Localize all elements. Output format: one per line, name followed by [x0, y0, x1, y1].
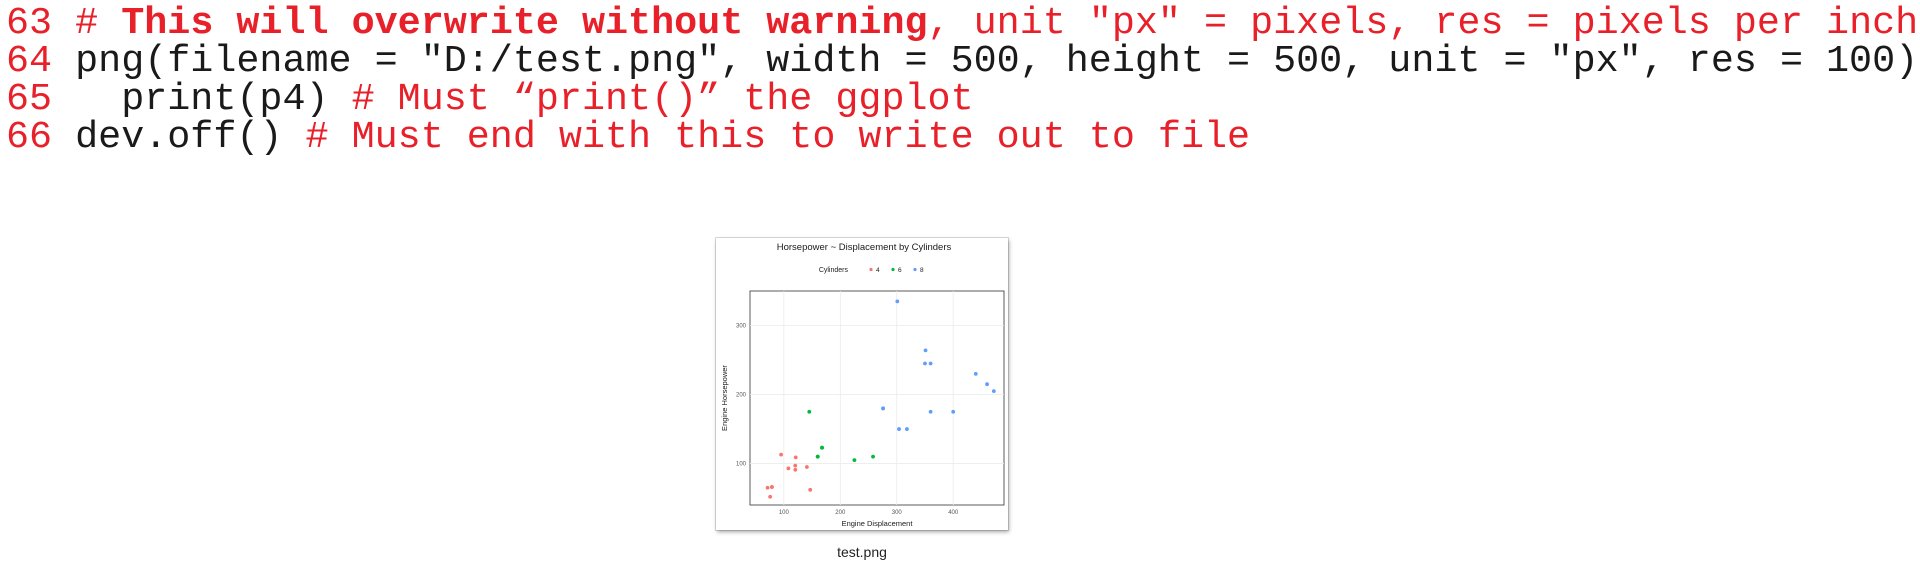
data-point-cyl-6: [871, 454, 875, 459]
scatter-chart: Horsepower ~ Displacement by Cylinders C…: [716, 238, 1008, 530]
line-number: 63: [6, 1, 53, 45]
data-point-cyl-4: [770, 485, 774, 489]
code-line-65: 65 print(p4) # Must “print()” the ggplot: [6, 76, 974, 122]
comment-text: # Must end with this to write out to fil…: [305, 115, 1251, 159]
data-point-cyl-4: [786, 466, 791, 471]
comment-text: , unit "px" = pixels, res = pixels per i…: [927, 1, 1919, 45]
legend-key-4: [869, 267, 873, 272]
data-point-cyl-6: [820, 445, 824, 450]
data-point-cyl-8: [923, 348, 928, 353]
code-line-63: 63 # This will overwrite without warning…: [6, 0, 1918, 46]
legend-title: Cylinders: [819, 267, 849, 274]
y-tick-label: 300: [736, 324, 747, 330]
data-point-cyl-4: [793, 467, 798, 472]
code-line-64: 64 png(filename = "D:/test.png", width =…: [6, 38, 1918, 84]
line-number: 64: [6, 39, 53, 83]
image-thumbnail[interactable]: Horsepower ~ Displacement by Cylinders C…: [716, 238, 1008, 530]
legend-key-8: [913, 267, 917, 272]
data-point-cyl-8: [951, 409, 956, 414]
data-point-cyl-8: [881, 406, 885, 411]
code-statement: dev.off(): [52, 115, 306, 159]
data-point-cyl-6: [807, 409, 812, 414]
data-point-cyl-8: [973, 371, 978, 376]
data-point-cyl-4: [804, 465, 809, 469]
data-point-cyl-8: [928, 409, 933, 414]
thumbnail-caption: test.png: [837, 544, 887, 560]
x-tick-label: 400: [948, 510, 959, 516]
comment-hash: #: [52, 1, 122, 45]
code-statement: png(filename = "D:/test.png", width = 50…: [52, 39, 1919, 83]
data-point-cyl-8: [897, 427, 901, 431]
chart-legend: Cylinders 4 6 8: [819, 267, 924, 274]
x-tick-label: 200: [835, 510, 846, 516]
legend-key-6: [891, 267, 895, 272]
data-point-cyl-8: [985, 382, 989, 387]
x-tick-label: 300: [892, 510, 903, 516]
code-statement: print(p4): [52, 77, 352, 121]
data-point-cyl-4: [808, 487, 813, 492]
legend-label-6: 6: [898, 267, 902, 274]
data-point-cyl-4: [793, 455, 798, 460]
x-tick-label: 100: [779, 510, 790, 516]
line-number: 65: [6, 77, 53, 121]
data-point-cyl-8: [895, 299, 900, 304]
data-point-cyl-4: [793, 463, 798, 468]
code-line-66: 66 dev.off() # Must end with this to wri…: [6, 114, 1250, 160]
data-point-cyl-8: [905, 427, 909, 431]
y-tick-label: 100: [736, 462, 747, 468]
data-point-cyl-4: [779, 452, 784, 457]
data-point-cyl-4: [765, 485, 770, 490]
chart-title: Horsepower ~ Displacement by Cylinders: [777, 242, 952, 253]
y-axis-label: Engine Horsepower: [720, 365, 729, 431]
comment-warning-bold: This will overwrite without warning: [121, 1, 928, 45]
data-point-cyl-6: [815, 454, 820, 459]
data-point-cyl-8: [991, 389, 996, 393]
data-point-cyl-4: [768, 494, 773, 499]
x-axis-label: Engine Displacement: [842, 519, 914, 528]
plot-panel: [749, 290, 1005, 506]
data-point-cyl-8: [923, 361, 927, 366]
legend-label-8: 8: [920, 267, 924, 274]
comment-text: # Must “print()” the ggplot: [351, 77, 974, 121]
data-point-cyl-8: [928, 361, 933, 366]
line-number: 66: [6, 115, 53, 159]
y-tick-label: 200: [736, 393, 747, 399]
data-point-cyl-6: [852, 458, 857, 463]
legend-label-4: 4: [876, 267, 880, 274]
